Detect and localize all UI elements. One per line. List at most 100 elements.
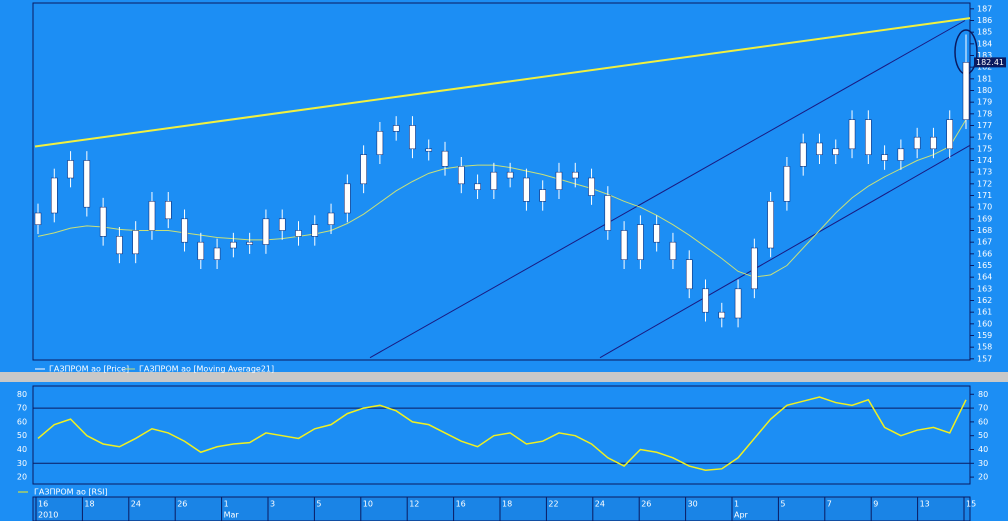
candle-body — [213, 247, 221, 260]
candle-body — [327, 212, 335, 225]
rsi-line — [37, 396, 967, 471]
candle-body — [523, 177, 530, 202]
candle-body — [913, 136, 921, 150]
candle-body — [458, 166, 465, 185]
candle-body — [181, 218, 188, 243]
price-label: 182.41 — [976, 58, 1004, 67]
y-tick-label: 171 — [977, 191, 992, 200]
candle-body — [295, 230, 302, 237]
x-tick-label: 5 — [316, 500, 321, 509]
x-tick-label: 16 — [38, 500, 48, 509]
candle-body — [51, 177, 58, 214]
y-tick-label: 161 — [977, 308, 992, 317]
y-tick-label: 158 — [977, 343, 992, 352]
y-tick-label: 157 — [977, 354, 992, 363]
y-tick-label: 60 — [978, 417, 988, 426]
candle-body — [718, 311, 726, 319]
y-tick-label: 185 — [977, 28, 992, 37]
candle-body — [409, 125, 416, 150]
x-month-label: Apr — [734, 511, 749, 520]
y-tick-label: 176 — [977, 133, 992, 142]
candle-body — [572, 171, 579, 179]
candle-body — [83, 160, 91, 208]
y-tick-label: 50 — [978, 431, 988, 440]
ma-line — [37, 119, 967, 278]
legend-label: ГАЗПРОМ ао [Price] — [49, 365, 129, 374]
y-tick-label: 20 — [978, 473, 988, 482]
y-tick-label: 165 — [977, 261, 992, 270]
y-tick-label: 80 — [978, 390, 988, 399]
y-tick-label: 178 — [977, 109, 992, 118]
y-tick-label: 40 — [978, 445, 988, 454]
candle-body — [230, 241, 237, 249]
x-month-label: 2010 — [38, 511, 58, 520]
y-tick-label: 172 — [977, 179, 992, 188]
candle-body — [376, 131, 384, 155]
candle-body — [816, 142, 823, 155]
price-label-box — [974, 57, 1006, 68]
candle-body — [246, 241, 253, 245]
x-tick-label: 5 — [780, 500, 785, 509]
separator — [0, 372, 1008, 382]
candle-body — [34, 212, 42, 225]
y-tick-label: 30 — [978, 459, 988, 468]
y-tick-label: 70 — [17, 404, 27, 413]
candle-body — [962, 62, 970, 120]
x-tick-label: 24 — [131, 500, 141, 509]
candle-body — [653, 224, 660, 243]
price-panel — [32, 2, 971, 361]
trend-line — [34, 17, 971, 148]
candle-body — [734, 288, 742, 319]
x-tick-label: 3 — [270, 500, 275, 509]
y-tick-label: 173 — [977, 168, 992, 177]
x-tick-label: 30 — [688, 500, 698, 509]
candle-body — [897, 148, 905, 161]
legend-label: ГАЗПРОМ ао [RSI] — [34, 488, 108, 497]
candle-body — [441, 150, 449, 167]
y-tick-label: 167 — [977, 238, 992, 247]
candle-body — [799, 142, 807, 167]
y-tick-label: 170 — [977, 203, 992, 212]
candle-body — [767, 201, 774, 249]
candle-body — [848, 119, 856, 150]
candle-body — [865, 119, 872, 155]
y-tick-label: 166 — [977, 249, 992, 258]
candle-body — [116, 236, 123, 255]
candle-body — [832, 148, 840, 155]
candle-body — [262, 218, 270, 245]
legend-label: ГАЗПРОМ ао [Moving Average21] — [139, 365, 274, 374]
candle-body — [490, 171, 498, 190]
y-tick-label: 164 — [977, 273, 992, 282]
y-tick-label: 177 — [977, 121, 992, 130]
candle-body — [702, 288, 709, 313]
date-axis — [32, 496, 971, 521]
candle-body — [685, 259, 693, 290]
candle-body — [132, 230, 139, 255]
rsi-panel — [32, 385, 971, 485]
y-tick-label: 179 — [977, 98, 992, 107]
trend-line — [599, 144, 971, 359]
x-tick-label: 22 — [548, 500, 558, 509]
x-tick-label: 15 — [966, 500, 976, 509]
y-tick-label: 50 — [17, 431, 27, 440]
y-tick-label: 169 — [977, 214, 992, 223]
candle-body — [604, 195, 612, 231]
y-tick-label: 181 — [977, 74, 992, 83]
y-tick-label: 163 — [977, 284, 992, 293]
x-tick-label: 24 — [595, 500, 605, 509]
x-tick-label: 26 — [177, 500, 187, 509]
candle-body — [669, 241, 677, 260]
x-tick-label: 10 — [363, 500, 373, 509]
x-tick-label: 18 — [84, 500, 94, 509]
candle-body — [751, 247, 758, 290]
y-tick-label: 159 — [977, 331, 992, 340]
y-tick-label: 60 — [17, 417, 27, 426]
y-tick-label: 186 — [977, 16, 992, 25]
y-tick-label: 187 — [977, 4, 992, 13]
candle-body — [539, 189, 546, 202]
candle-body — [197, 241, 205, 260]
candle-body — [164, 201, 172, 220]
x-tick-label: 9 — [873, 500, 878, 509]
x-tick-label: 1 — [224, 500, 229, 509]
